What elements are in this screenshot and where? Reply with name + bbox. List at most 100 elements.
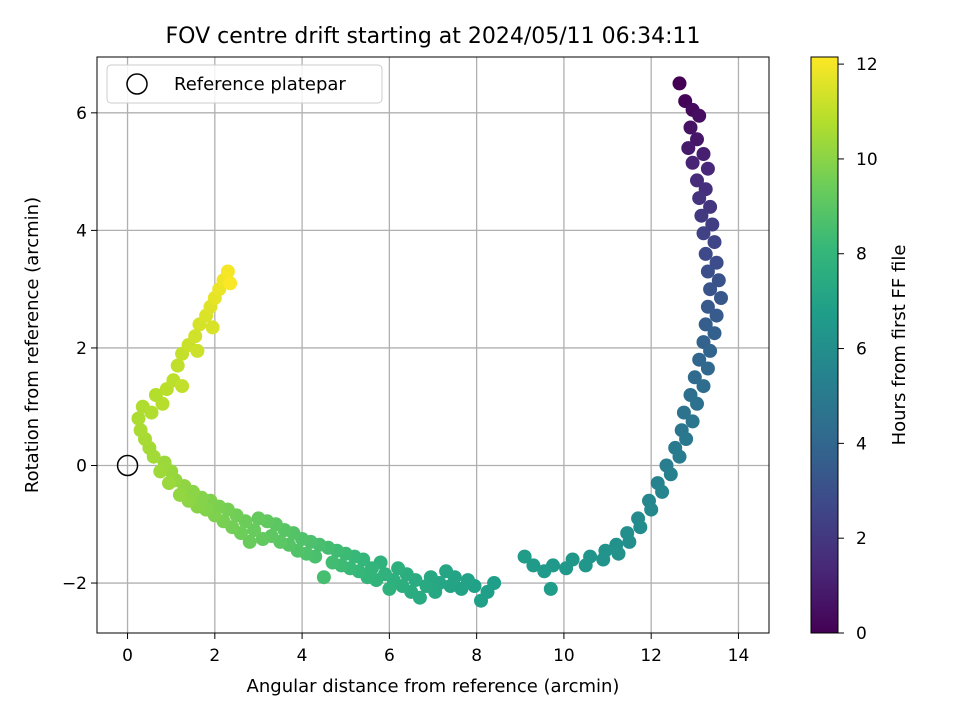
- data-point: [692, 352, 707, 367]
- colorbar-ticks: 0 2 4 6 8 10 12: [838, 55, 878, 644]
- x-tick-label: 12: [640, 646, 662, 666]
- data-point: [537, 564, 552, 579]
- y-axis-ticks: −2 0 2 4 6: [62, 104, 97, 594]
- data-point: [692, 191, 707, 206]
- legend-marker-icon: [126, 73, 148, 95]
- data-point: [439, 564, 454, 579]
- x-tick-label: 0: [122, 646, 133, 666]
- x-tick-label: 10: [553, 646, 575, 666]
- data-point: [696, 147, 711, 161]
- data-point: [707, 235, 722, 250]
- data-point: [707, 326, 722, 341]
- data-point: [255, 532, 270, 546]
- data-point: [692, 108, 707, 123]
- legend: Reference platepar: [106, 64, 383, 104]
- data-point: [698, 246, 713, 261]
- data-point: [696, 379, 711, 394]
- data-point: [382, 581, 397, 596]
- data-point: [698, 317, 713, 332]
- data-point: [316, 570, 331, 585]
- data-point: [251, 511, 266, 526]
- data-point: [517, 549, 532, 564]
- data-point: [474, 593, 488, 608]
- y-tick-label: 6: [76, 104, 87, 124]
- colorbar-tick-label: 6: [856, 340, 867, 360]
- data-point: [188, 329, 203, 344]
- data-point: [676, 405, 691, 420]
- data-point: [622, 534, 637, 549]
- data-point: [696, 226, 711, 241]
- data-point: [679, 432, 694, 446]
- data-point: [700, 361, 715, 376]
- data-point: [685, 414, 700, 429]
- data-point: [663, 467, 678, 482]
- data-point: [690, 132, 704, 147]
- y-tick-label: −2: [62, 574, 87, 594]
- y-tick-label: 0: [76, 456, 87, 476]
- data-point: [711, 273, 726, 288]
- colorbar-tick-label: 2: [856, 529, 867, 549]
- legend-entry: Reference platepar: [174, 74, 346, 95]
- colorbar-tick-label: 4: [856, 434, 867, 454]
- reference-platepar-marker: [116, 454, 139, 477]
- data-point: [700, 161, 715, 176]
- data-point: [205, 320, 220, 335]
- data-point: [703, 282, 718, 297]
- x-tick-label: 14: [728, 646, 750, 666]
- colorbar-tick-label: 12: [856, 55, 878, 75]
- data-point: [526, 558, 541, 573]
- data-point: [683, 120, 698, 135]
- data-point: [190, 343, 205, 358]
- data-point: [419, 579, 434, 593]
- data-point: [242, 534, 257, 549]
- data-point: [247, 523, 262, 538]
- plot-frame: [96, 56, 770, 634]
- y-tick-label: 4: [76, 221, 87, 241]
- data-point: [655, 484, 670, 499]
- x-axis-label: Angular distance from reference (arcmin): [247, 676, 620, 697]
- data-point: [144, 405, 159, 420]
- grid-lines: [97, 57, 769, 633]
- data-point: [559, 561, 574, 576]
- data-point: [155, 396, 170, 411]
- data-point: [543, 581, 558, 596]
- data-point: [685, 155, 700, 170]
- data-point: [672, 449, 687, 464]
- data-point: [714, 291, 728, 305]
- data-point: [690, 396, 704, 411]
- data-point: [705, 217, 720, 232]
- chart-title: FOV centre drift starting at 2024/05/11 …: [166, 24, 701, 49]
- data-point: [454, 581, 469, 596]
- x-tick-label: 4: [297, 646, 308, 666]
- colorbar-tick-label: 0: [856, 624, 867, 644]
- data-point: [694, 208, 709, 223]
- colorbar: [810, 56, 839, 634]
- y-axis-label: Rotation from reference (arcmin): [22, 197, 43, 493]
- y-tick-label: 2: [76, 339, 87, 359]
- data-point: [703, 343, 718, 358]
- data-point: [611, 546, 626, 561]
- data-point: [578, 558, 593, 573]
- x-tick-label: 6: [384, 646, 395, 666]
- data-point: [443, 579, 458, 593]
- colorbar-tick-label: 10: [856, 150, 878, 170]
- data-point: [220, 264, 235, 279]
- x-axis-ticks: 0 2 4 6 8 10 12 14: [122, 633, 749, 666]
- data-point: [153, 464, 168, 479]
- data-point: [700, 299, 715, 314]
- x-tick-label: 2: [209, 646, 220, 666]
- data-point: [700, 264, 715, 279]
- data-point: [690, 173, 704, 188]
- data-point: [709, 255, 724, 270]
- colorbar-tick-label: 8: [856, 245, 867, 265]
- reference-marker-icon: [116, 454, 139, 477]
- data-point: [681, 141, 696, 156]
- data-point: [391, 561, 406, 576]
- data-point: [223, 276, 238, 291]
- data-point: [709, 308, 724, 323]
- data-point: [633, 520, 648, 535]
- data-point: [162, 476, 176, 491]
- data-point: [170, 358, 185, 373]
- data-point: [172, 487, 187, 502]
